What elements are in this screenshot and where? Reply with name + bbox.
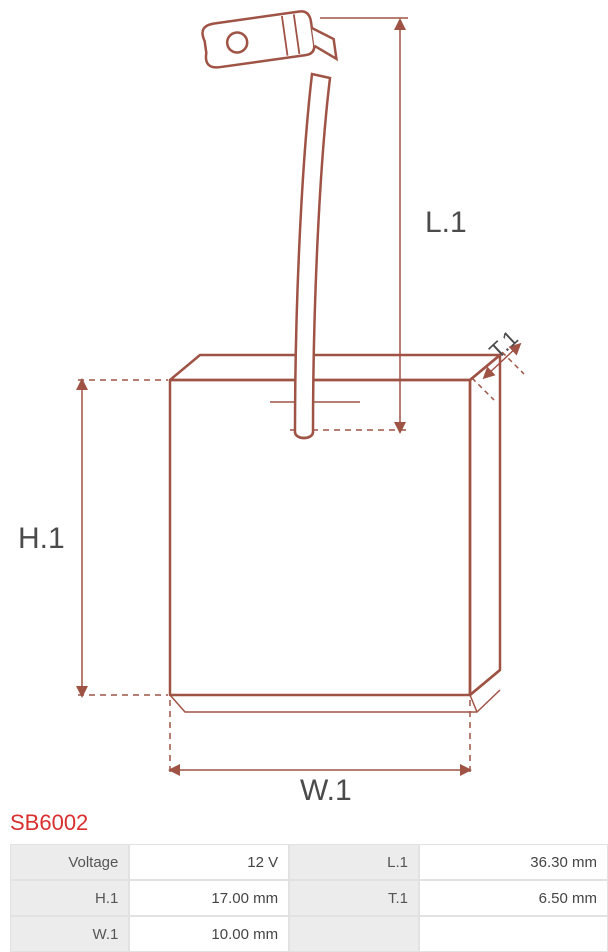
table-row: Voltage 12 V L.1 36.30 mm <box>10 844 608 880</box>
spec-value: 6.50 mm <box>419 880 608 916</box>
label-h1: H.1 <box>18 522 65 555</box>
spec-label <box>289 916 419 952</box>
spec-label: T.1 <box>289 880 419 916</box>
spec-table: Voltage 12 V L.1 36.30 mm H.1 17.00 mm T… <box>10 844 608 952</box>
part-number: SB6002 <box>10 810 602 836</box>
spec-value <box>419 916 608 952</box>
label-l1: L.1 <box>425 206 467 239</box>
spec-value: 12 V <box>129 844 289 880</box>
spec-value: 36.30 mm <box>419 844 608 880</box>
spec-label: L.1 <box>289 844 419 880</box>
spec-label: H.1 <box>10 880 129 916</box>
spec-label: Voltage <box>10 844 129 880</box>
label-t1: T.1 <box>484 325 523 363</box>
spec-value: 10.00 mm <box>129 916 289 952</box>
spec-value: 17.00 mm <box>129 880 289 916</box>
label-w1: W.1 <box>300 774 352 800</box>
spec-label: W.1 <box>10 916 129 952</box>
table-row: W.1 10.00 mm <box>10 916 608 952</box>
table-row: H.1 17.00 mm T.1 6.50 mm <box>10 880 608 916</box>
brush-diagram: L.1 H.1 W.1 T.1 <box>0 0 608 800</box>
